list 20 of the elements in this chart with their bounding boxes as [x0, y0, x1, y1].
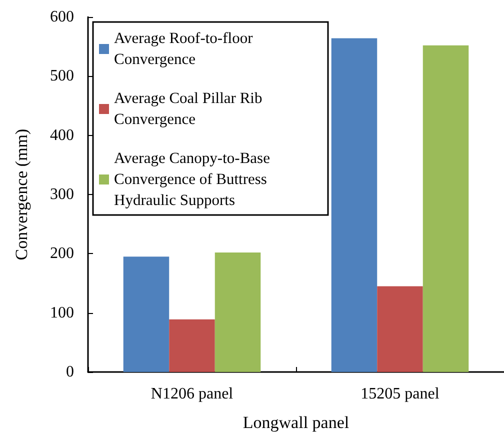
bar — [422, 45, 469, 372]
y-tick-label: 400 — [50, 126, 74, 144]
y-tick-label: 0 — [66, 364, 74, 380]
bar — [123, 256, 170, 372]
bar — [377, 286, 423, 372]
bar — [169, 319, 215, 372]
y-axis-title: Convergence (mm) — [12, 128, 31, 260]
legend-label: Average Coal Pillar Rib Convergence — [114, 90, 266, 128]
bar — [331, 38, 378, 372]
y-tick-label: 600 — [50, 8, 74, 26]
y-tick-label: 200 — [50, 245, 74, 262]
bar — [214, 252, 261, 372]
x-tick-label: 15205 panel — [360, 386, 440, 402]
y-tick-label: 300 — [50, 186, 74, 203]
legend-label: Average Canopy-to-Base Convergence of Buttress Hydraulic Supports — [114, 150, 274, 209]
y-tick-label: 100 — [50, 304, 74, 322]
x-tick-label: N1206 panel — [150, 386, 234, 402]
legend-label: Average Roof-to-floor Convergence — [114, 30, 257, 68]
x-axis-title: Longwall panel — [242, 413, 350, 432]
y-tick-label: 500 — [50, 68, 74, 85]
